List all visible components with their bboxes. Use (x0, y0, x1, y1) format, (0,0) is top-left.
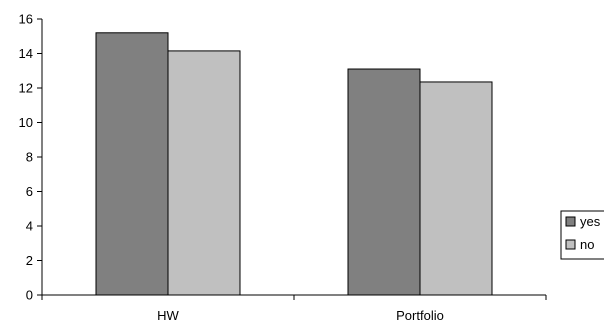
y-tick-label: 4 (26, 219, 33, 234)
y-axis-ticks: 0 2 4 6 8 10 12 14 16 (19, 12, 547, 303)
legend-box (560, 210, 604, 260)
y-tick-label: 0 (26, 288, 33, 303)
bar-yes-hw (95, 32, 169, 296)
y-tick-label: 14 (19, 46, 33, 61)
x-axis-labels: HW Portfolio (157, 308, 444, 323)
bar-yes-portfolio (347, 68, 421, 296)
x-category-label: HW (157, 308, 179, 323)
x-category-label: Portfolio (396, 308, 444, 323)
y-tick-label: 16 (19, 12, 33, 27)
y-tick-label: 2 (26, 253, 33, 268)
bar-no-hw (167, 50, 241, 296)
legend-swatch-yes (565, 216, 576, 227)
bar-no-portfolio (419, 81, 493, 296)
y-tick-label: 12 (19, 81, 33, 96)
legend-swatch-no (565, 239, 576, 250)
y-tick-label: 10 (19, 115, 33, 130)
y-tick-label: 6 (26, 184, 33, 199)
legend-label-yes: yes (580, 214, 601, 229)
y-tick-label: 8 (26, 150, 33, 165)
legend-label-no: no (580, 237, 594, 252)
legend: yes no (560, 210, 604, 260)
bars (95, 32, 493, 296)
